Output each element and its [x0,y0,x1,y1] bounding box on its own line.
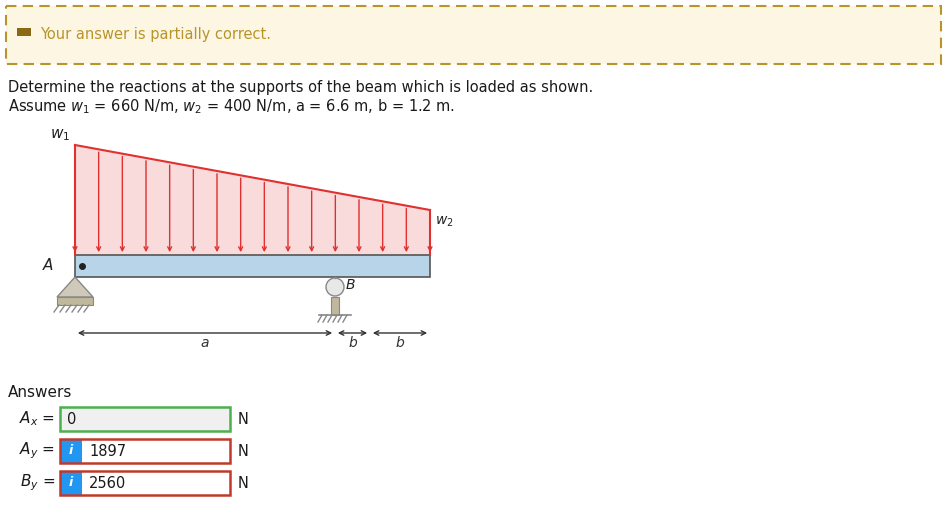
Text: N: N [238,412,249,426]
Bar [60,407,230,431]
Text: A: A [43,258,53,274]
Bar [60,471,230,495]
Bar [60,439,82,463]
Bar [60,471,82,495]
Text: i: i [69,445,73,457]
Bar [17,28,31,36]
Text: N: N [238,476,249,490]
Text: Your answer is partially correct.: Your answer is partially correct. [40,27,271,43]
Bar [82,471,230,495]
Text: Answers: Answers [8,385,72,400]
Text: $w_1$: $w_1$ [50,127,70,143]
Bar [75,255,430,277]
Circle shape [326,278,344,296]
Text: $A_y$ =: $A_y$ = [19,440,55,461]
Text: B: B [346,278,355,292]
Bar [82,439,230,463]
Text: $w_2$: $w_2$ [435,215,454,229]
Polygon shape [57,277,93,297]
Bar [57,297,93,305]
Bar [331,297,339,315]
Text: b: b [396,336,404,350]
Text: 2560: 2560 [89,476,126,490]
Text: N: N [238,444,249,458]
Text: $B_y$ =: $B_y$ = [20,472,55,493]
Bar [60,439,230,463]
FancyBboxPatch shape [6,6,941,64]
Text: $A_x$ =: $A_x$ = [19,410,55,428]
Text: Assume $w_1$ = 660 N/m, $w_2$ = 400 N/m, a = 6.6 m, b = 1.2 m.: Assume $w_1$ = 660 N/m, $w_2$ = 400 N/m,… [8,97,455,116]
Text: b: b [348,336,357,350]
Text: a: a [201,336,209,350]
Text: 1897: 1897 [89,444,126,458]
Text: 0: 0 [67,412,77,426]
Text: i: i [69,477,73,489]
Polygon shape [75,145,430,255]
Text: Determine the reactions at the supports of the beam which is loaded as shown.: Determine the reactions at the supports … [8,80,593,95]
